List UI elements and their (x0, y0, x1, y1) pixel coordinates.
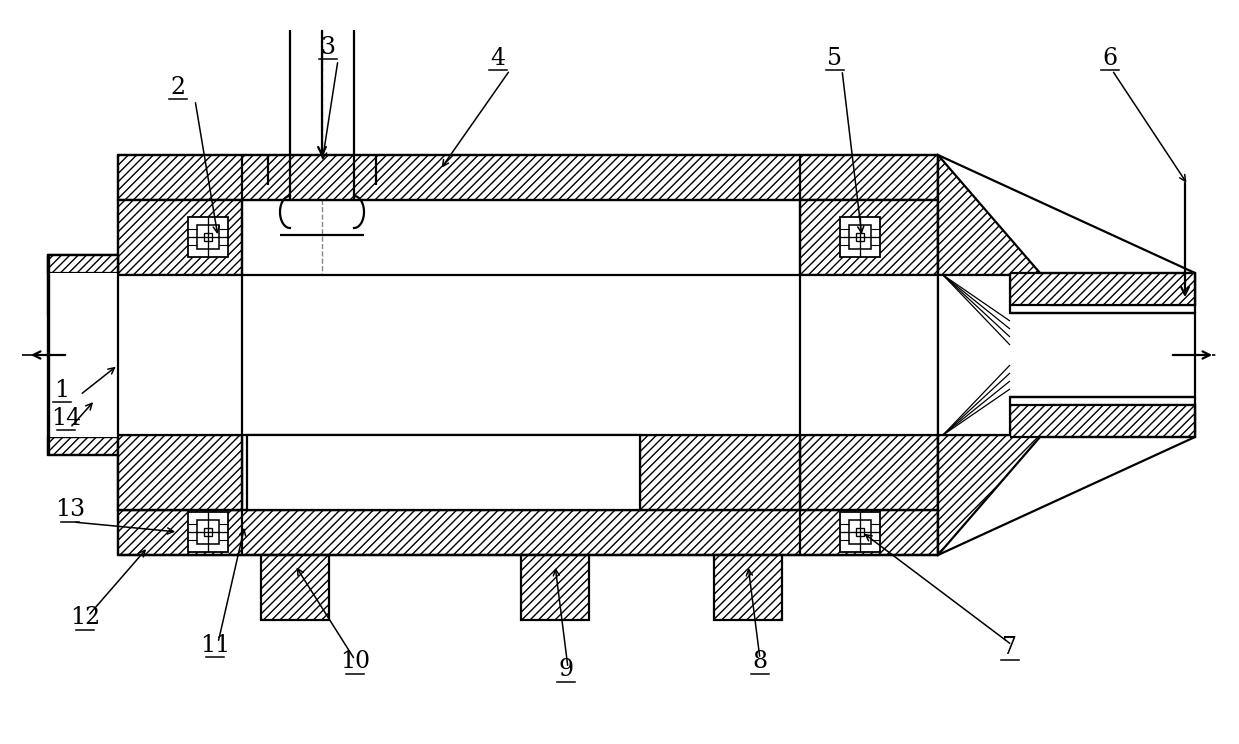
Text: 1: 1 (55, 379, 69, 402)
Bar (849, 225, 871, 249)
Bar (849, 520, 871, 544)
Text: 12: 12 (69, 606, 100, 629)
Text: 13: 13 (55, 498, 85, 522)
Polygon shape (938, 155, 1194, 305)
Text: 8: 8 (752, 650, 768, 673)
Polygon shape (938, 405, 1194, 555)
Polygon shape (938, 405, 1194, 555)
Bar (188, 512, 228, 552)
Bar (261, 555, 330, 620)
Bar (714, 555, 782, 620)
Bar (197, 520, 219, 544)
Polygon shape (938, 155, 1194, 305)
Text: 6: 6 (1103, 47, 1118, 69)
Bar (641, 435, 800, 510)
Bar (118, 435, 242, 510)
Bar (856, 528, 864, 536)
Text: 7: 7 (1002, 637, 1017, 659)
Bar (800, 435, 938, 510)
Bar (118, 510, 938, 555)
Bar (188, 217, 228, 257)
Text: 9: 9 (559, 658, 574, 682)
Bar (242, 275, 938, 435)
Text: 2: 2 (171, 75, 186, 98)
Text: 14: 14 (51, 406, 81, 429)
Bar (118, 200, 242, 275)
Bar (50, 273, 118, 437)
Text: 5: 5 (828, 47, 843, 69)
Polygon shape (938, 275, 1194, 435)
Text: 11: 11 (199, 633, 230, 656)
Bar (840, 217, 880, 257)
Bar (204, 233, 212, 241)
Bar (118, 275, 242, 435)
Text: 3: 3 (321, 36, 336, 59)
Bar (840, 512, 880, 552)
Bar (856, 233, 864, 241)
Bar (48, 255, 118, 273)
Bar (800, 200, 938, 275)
Bar (522, 555, 589, 620)
Bar (247, 435, 641, 510)
Bar (204, 528, 212, 536)
Bar (48, 255, 118, 315)
Text: 4: 4 (491, 47, 506, 69)
Bar (48, 437, 118, 455)
Text: 10: 10 (339, 650, 370, 673)
Bar (197, 225, 219, 249)
Bar (118, 435, 242, 510)
Bar (118, 155, 938, 200)
